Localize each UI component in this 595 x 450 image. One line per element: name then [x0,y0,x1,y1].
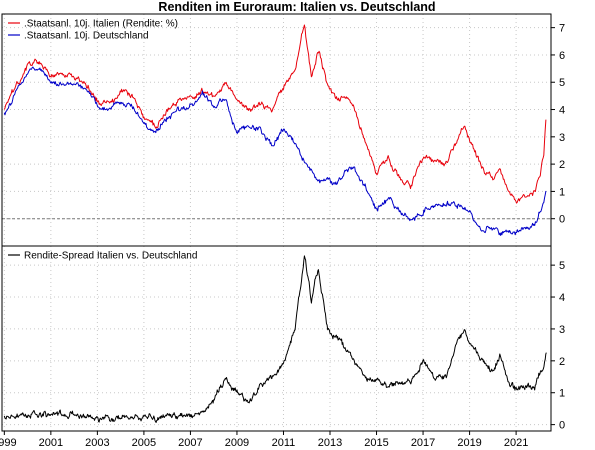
bottom-ytick-label-3: 3 [559,324,565,336]
x-tick-label-2009: 2009 [225,437,249,449]
bottom-y-axis: 0 1 2 3 4 5 [551,260,565,432]
bottom-panel: 0 1 2 3 4 5 1999 2001 2003 2005 2007 2009 2011 2013 2… [0,246,565,449]
x-tick-label-2013: 2013 [318,437,342,449]
x-tick-label-2005: 2005 [132,437,156,449]
top-series-line-1 [3,66,547,236]
x-tick-label-2019: 2019 [457,437,481,449]
x-tick-label-2017: 2017 [411,437,435,449]
bottom-ytick-label-4: 4 [559,292,565,304]
x-tick-label-1999: 1999 [0,437,17,449]
top-ytick-label-2: 2 [559,159,565,171]
bottom-series-lines [3,255,547,423]
top-ytick-label-4: 4 [559,105,565,117]
top-panel: 0 1 2 3 4 5 6 7 .Staatsanl. 10j. Italien (Rendi… [2,14,565,246]
x-tick-label-2015: 2015 [364,437,388,449]
top-ytick-label-3: 3 [559,132,565,144]
top-ytick-label-5: 5 [559,77,565,89]
chart-title: Renditen im Euroraum: Italien vs. Deutsc… [158,0,435,14]
bottom-ytick-label-1: 1 [559,388,565,400]
x-tick-label-2001: 2001 [39,437,63,449]
bottom-ytick-label-2: 2 [559,356,565,368]
bottom-legend: Rendite-Spread Italien vs. Deutschland [8,251,197,262]
bottom-legend-label-0: Rendite-Spread Italien vs. Deutschland [24,251,197,262]
panel-frames [1,13,552,432]
x-tick-label-2021: 2021 [504,437,528,449]
top-ytick-label-0: 0 [559,214,565,226]
bottom-grid [2,246,551,431]
top-series-lines [3,24,547,236]
bottom-ytick-label-0: 0 [559,420,565,432]
bottom-panel-frame [1,245,552,432]
top-legend-label-1: .Staatsanl. 10j. Deutschland [24,31,149,42]
top-legend: .Staatsanl. 10j. Italien (Rendite: %).St… [8,19,178,42]
bottom-series-line-0 [3,255,547,423]
top-ytick-label-1: 1 [559,186,565,198]
x-tick-label-2003: 2003 [85,437,109,449]
top-y-axis: 0 1 2 3 4 5 6 7 [551,23,565,226]
x-tick-label-2007: 2007 [178,437,202,449]
x-tick-label-2011: 2011 [272,437,296,449]
bottom-ytick-label-5: 5 [559,260,565,272]
top-ytick-label-6: 6 [559,50,565,62]
x-axis: 1999 2001 2003 2005 2007 2009 2011 2013 2015 2017… [0,431,528,449]
top-legend-label-0: .Staatsanl. 10j. Italien (Rendite: %) [24,19,178,30]
top-ytick-label-7: 7 [559,23,565,35]
